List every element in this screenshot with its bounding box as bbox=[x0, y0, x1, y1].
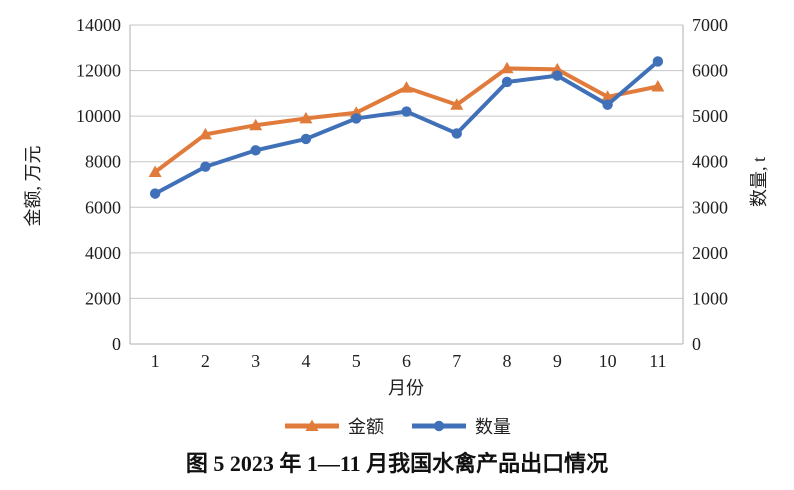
x-axis-tick: 6 bbox=[402, 351, 411, 371]
series-数量 bbox=[149, 56, 664, 199]
data-point bbox=[148, 165, 162, 177]
right-axis-tick: 4000 bbox=[692, 152, 728, 172]
x-axis-tick: 11 bbox=[649, 351, 666, 371]
line-chart: 0200040006000800010000120001400001000200… bbox=[76, 15, 728, 371]
data-point bbox=[651, 80, 665, 92]
legend-marker bbox=[433, 420, 445, 432]
x-axis-tick: 1 bbox=[151, 351, 160, 371]
left-axis-tick: 0 bbox=[112, 334, 121, 354]
amount-legend-label: 金额 bbox=[348, 417, 384, 437]
x-axis-tick: 4 bbox=[301, 351, 310, 371]
data-point bbox=[299, 111, 313, 124]
data-point bbox=[451, 128, 462, 139]
data-point bbox=[401, 106, 412, 117]
data-point bbox=[602, 99, 613, 110]
x-axis-tick: 7 bbox=[452, 351, 461, 371]
series-金额 bbox=[148, 61, 665, 177]
x-axis-tick: 3 bbox=[251, 351, 260, 371]
right-axis-tick: 0 bbox=[692, 334, 701, 354]
data-point bbox=[198, 127, 212, 140]
x-axis-title: 月份 bbox=[388, 378, 424, 398]
left-axis-tick: 14000 bbox=[76, 15, 121, 35]
right-axis-tick: 2000 bbox=[692, 243, 728, 263]
x-axis-tick: 10 bbox=[599, 351, 617, 371]
figure-caption: 图 5 2023 年 1—11 月我国水禽产品出口情况 bbox=[185, 451, 609, 476]
quantity-legend-swatch bbox=[412, 420, 466, 432]
left-axis-tick: 12000 bbox=[76, 61, 121, 81]
data-point bbox=[500, 61, 514, 74]
data-point bbox=[601, 90, 615, 102]
data-point bbox=[400, 81, 413, 93]
x-axis-tick: 5 bbox=[352, 351, 361, 371]
data-point bbox=[300, 133, 312, 145]
data-point bbox=[249, 118, 263, 131]
legend-item-quantity: 数量 bbox=[410, 413, 511, 439]
data-point bbox=[351, 113, 362, 124]
right-axis-tick: 5000 bbox=[692, 106, 728, 126]
right-axis-tick: 1000 bbox=[692, 288, 728, 308]
quantity-legend-label: 数量 bbox=[475, 417, 511, 437]
data-point bbox=[450, 98, 464, 110]
left-axis-tick: 2000 bbox=[85, 288, 121, 308]
x-axis-tick: 2 bbox=[201, 351, 210, 371]
right-axis-tick: 3000 bbox=[692, 197, 728, 217]
legend-item-amount: 金额 bbox=[283, 413, 384, 439]
data-point bbox=[552, 70, 563, 81]
left-axis-tick: 8000 bbox=[85, 152, 121, 172]
data-point bbox=[250, 145, 261, 156]
left-axis-tick: 4000 bbox=[85, 243, 121, 263]
right-axis-tick: 7000 bbox=[692, 15, 728, 35]
data-point bbox=[652, 56, 664, 67]
right-axis-tick: 6000 bbox=[692, 61, 728, 81]
data-point bbox=[200, 161, 211, 172]
legend-marker bbox=[305, 419, 319, 431]
amount-legend-swatch bbox=[285, 419, 339, 431]
left-axis-title: 金额, 万元 bbox=[23, 145, 43, 227]
x-axis-tick: 9 bbox=[553, 351, 562, 371]
x-axis-tick: 8 bbox=[503, 351, 512, 371]
legend: 金额 数量 bbox=[0, 413, 794, 439]
data-point bbox=[501, 76, 513, 88]
left-axis-tick: 6000 bbox=[85, 197, 121, 217]
left-axis-tick: 10000 bbox=[76, 106, 121, 126]
data-point bbox=[149, 188, 161, 199]
right-axis-title: 数量, t bbox=[749, 156, 769, 208]
